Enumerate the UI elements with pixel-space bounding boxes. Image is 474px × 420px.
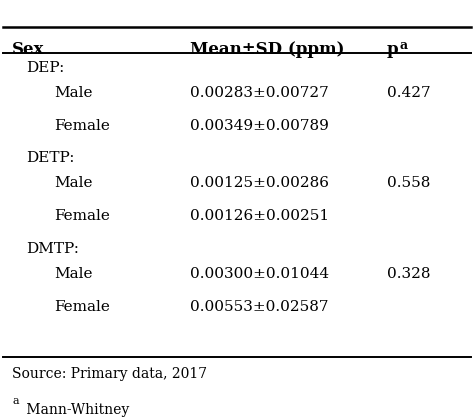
Text: Male: Male <box>55 176 93 190</box>
Text: DMTP:: DMTP: <box>26 242 79 256</box>
Text: 0.427: 0.427 <box>387 86 430 100</box>
Text: Mann-Whitney: Mann-Whitney <box>22 403 130 417</box>
Text: a: a <box>400 39 408 52</box>
Text: p: p <box>387 41 399 58</box>
Text: Female: Female <box>55 118 110 132</box>
Text: 0.00283±0.00727: 0.00283±0.00727 <box>190 86 329 100</box>
Text: a: a <box>12 396 19 406</box>
Text: 0.00125±0.00286: 0.00125±0.00286 <box>190 176 329 190</box>
Text: Source: Primary data, 2017: Source: Primary data, 2017 <box>12 367 207 381</box>
Text: DEP:: DEP: <box>26 61 64 75</box>
Text: 0.00300±0.01044: 0.00300±0.01044 <box>190 267 329 281</box>
Text: Sex: Sex <box>12 41 45 58</box>
Text: Female: Female <box>55 299 110 313</box>
Text: 0.558: 0.558 <box>387 176 430 190</box>
Text: DETP:: DETP: <box>26 151 75 165</box>
Text: 0.00349±0.00789: 0.00349±0.00789 <box>190 118 329 132</box>
Text: 0.00126±0.00251: 0.00126±0.00251 <box>190 209 329 223</box>
Text: Male: Male <box>55 267 93 281</box>
Text: Male: Male <box>55 86 93 100</box>
Text: Female: Female <box>55 209 110 223</box>
Text: 0.00553±0.02587: 0.00553±0.02587 <box>190 299 328 313</box>
Text: Mean±SD (ppm): Mean±SD (ppm) <box>190 41 345 58</box>
Text: 0.328: 0.328 <box>387 267 430 281</box>
